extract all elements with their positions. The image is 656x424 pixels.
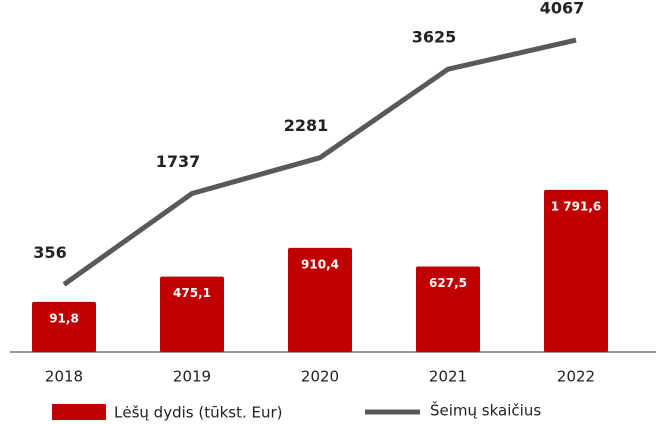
bar-label: 91,8	[49, 311, 79, 325]
legend-swatch	[52, 404, 106, 420]
bar	[288, 247, 352, 352]
bar	[160, 276, 224, 352]
x-tick-label: 2020	[301, 368, 339, 386]
legend-label: Šeimų skaičius	[430, 401, 541, 420]
x-tick-label: 2022	[557, 368, 595, 386]
bar-label: 910,4	[301, 257, 339, 271]
line-label: 3625	[412, 28, 457, 47]
bar	[544, 189, 608, 352]
line	[62, 37, 577, 287]
x-tick-label: 2019	[173, 368, 211, 386]
line-label: 1737	[156, 152, 201, 171]
x-tick-label: 2018	[45, 368, 83, 386]
bar	[32, 301, 96, 352]
line-label: 4067	[540, 0, 585, 18]
legend-label: Lėšų dydis (tūkst. Eur)	[114, 404, 283, 422]
line-label: 356	[33, 243, 66, 262]
line-label: 2281	[284, 116, 329, 135]
bar-label: 627,5	[429, 276, 467, 290]
bar-label: 1 791,6	[551, 199, 601, 213]
bar	[416, 266, 480, 352]
bar-label: 475,1	[173, 286, 211, 300]
x-tick-label: 2021	[429, 368, 467, 386]
